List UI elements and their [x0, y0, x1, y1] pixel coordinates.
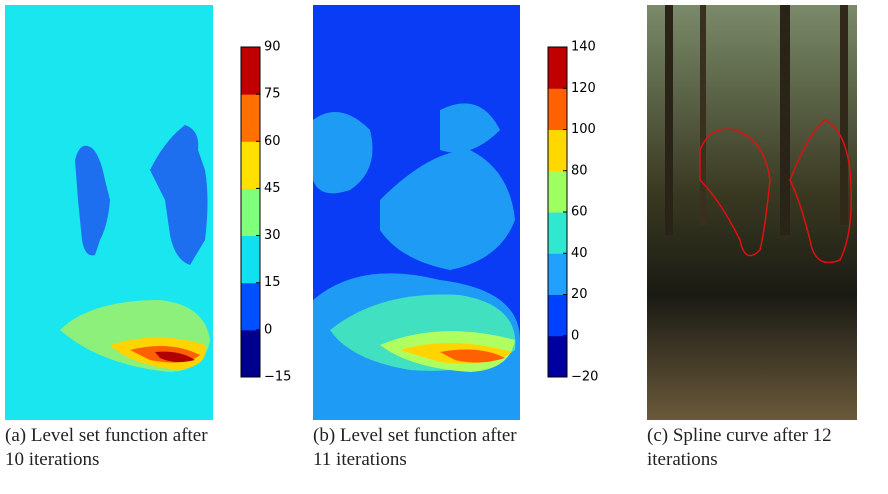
colorbar-tick-label: 45 — [264, 181, 281, 196]
panel-a-image — [5, 5, 213, 420]
colorbar-tick-label: 20 — [571, 287, 588, 302]
colorbar-level — [241, 282, 260, 331]
caption: (b) Level set function after 11 iteratio… — [313, 425, 517, 470]
colorbar-tick-label: 60 — [571, 205, 588, 220]
colorbar-level — [548, 47, 567, 89]
colorbar-tick-label: 40 — [571, 246, 588, 261]
colorbar-tick-label: 30 — [264, 228, 281, 243]
colorbar-tick-label: 100 — [571, 122, 596, 137]
colorbar-tick-label: 120 — [571, 81, 596, 96]
colorbar-tick-label: 90 — [264, 40, 281, 55]
colorbar-tick-label: 0 — [264, 322, 272, 337]
colorbar-level — [241, 141, 260, 189]
panel-c-photo — [647, 5, 857, 420]
caption: (c) Spline curve after 12 iterations — [647, 425, 832, 470]
colorbar-level — [548, 88, 567, 130]
colorbar-tick-label: −20 — [571, 370, 598, 385]
colorbar-tick-label: 15 — [264, 275, 281, 290]
colorbar-tick-label: −15 — [264, 370, 291, 385]
colorbar-tick-label: 75 — [264, 87, 281, 102]
colorbar-level — [548, 253, 567, 295]
colorbar-frame — [240, 46, 261, 378]
colorbar-level — [548, 335, 567, 378]
colorbar-level — [241, 94, 260, 142]
colorbar-level — [548, 294, 567, 337]
colorbar-tick-label: 60 — [264, 134, 281, 149]
colorbar-level — [241, 188, 260, 237]
colorbar-level — [548, 129, 567, 172]
caption: (a) Level set function after 10 iteratio… — [5, 425, 208, 470]
panel-b-image — [313, 5, 520, 420]
colorbar-level — [241, 235, 260, 284]
colorbar-level — [241, 329, 260, 378]
colorbar-tick-label: 0 — [571, 328, 579, 343]
colorbar-tick-label: 140 — [571, 40, 596, 55]
colorbar-level — [241, 47, 260, 95]
colorbar-level — [548, 212, 567, 254]
colorbar-tick-label: 80 — [571, 163, 588, 178]
colorbar-level — [548, 170, 567, 213]
figure: 90 75 60 45 30 15 0 −15 140 120 100 80 60 40 20 0 −20 — [5, 5, 857, 420]
